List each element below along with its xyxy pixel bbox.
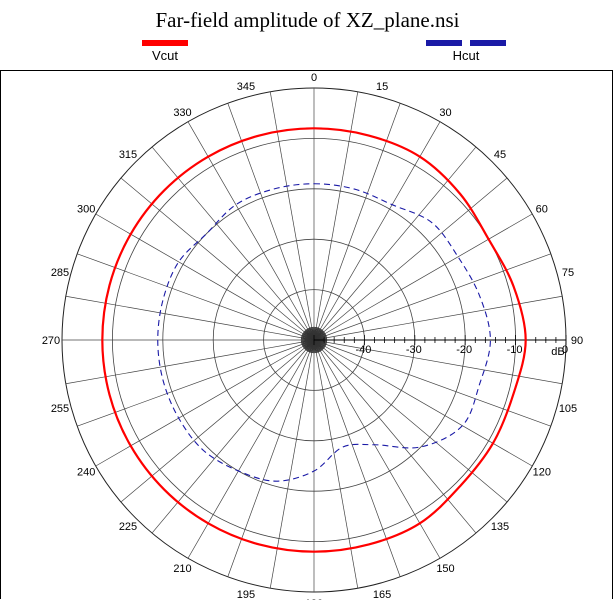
radial-spoke <box>313 177 508 341</box>
radial-spoke <box>313 339 551 427</box>
angle-label: 225 <box>119 521 137 533</box>
angle-label: 285 <box>51 267 69 279</box>
angle-label: 165 <box>373 589 391 600</box>
radial-spoke <box>313 121 441 341</box>
radial-spoke <box>313 339 477 534</box>
radial-spoke <box>313 339 401 577</box>
angle-label: 255 <box>51 403 69 415</box>
legend-label-hcut: Hcut <box>452 48 480 63</box>
radial-spoke <box>313 339 508 503</box>
legend-swatch-vcut <box>142 40 188 46</box>
angle-label: 315 <box>119 149 137 161</box>
angle-label: 120 <box>533 467 551 479</box>
radial-spoke <box>95 339 315 467</box>
radial-spoke <box>95 213 315 341</box>
radial-unit-label: dB <box>551 346 564 358</box>
legend-label-vcut: Vcut <box>151 48 178 63</box>
radial-spoke <box>269 339 315 589</box>
radial-spoke <box>187 121 315 341</box>
angle-label: 90 <box>571 335 583 347</box>
radial-spoke <box>65 339 315 385</box>
radial-spoke <box>313 91 359 341</box>
legend-item-vcut: Vcut <box>140 40 190 63</box>
angle-label: 0 <box>311 72 317 84</box>
angle-label: 135 <box>491 521 509 533</box>
radial-spoke <box>313 295 563 341</box>
radial-spoke <box>313 339 359 589</box>
radial-tick-label: -20 <box>456 344 472 356</box>
radial-spoke <box>227 339 315 577</box>
angle-label: 210 <box>173 563 191 575</box>
angle-label: 330 <box>173 107 191 119</box>
series-layer <box>101 127 527 553</box>
radial-tick-label: -30 <box>406 344 422 356</box>
series-line-hcut <box>157 183 491 482</box>
angle-label: 345 <box>237 81 255 93</box>
angle-label: 15 <box>376 81 388 93</box>
radial-spoke <box>313 339 441 559</box>
angle-label: 60 <box>536 204 548 216</box>
angle-label: 105 <box>559 403 577 415</box>
radial-spoke <box>227 103 315 341</box>
angle-label: 45 <box>494 149 506 161</box>
chart-title: Far-field amplitude of XZ_plane.nsi <box>155 8 460 32</box>
radial-spoke <box>151 339 315 534</box>
radial-spoke <box>120 177 315 341</box>
angle-label: 75 <box>562 267 574 279</box>
plot-frame <box>0 70 613 599</box>
radial-spoke <box>313 213 533 341</box>
radial-spoke <box>269 91 315 341</box>
angle-label: 150 <box>436 563 454 575</box>
radial-spoke <box>65 295 315 341</box>
angle-label: 270 <box>42 335 60 347</box>
radial-spoke <box>313 339 533 467</box>
radial-spoke <box>313 339 563 385</box>
radial-spoke <box>313 103 401 341</box>
radial-tick-label: -40 <box>355 344 371 356</box>
radial-axis: -40 -30 -20 -10 0dB <box>313 335 568 358</box>
angle-labels: 0 15 30 45 60 75 90 105 120 135 150 165 180 195 210 225… <box>42 72 583 600</box>
angle-label: 300 <box>77 204 95 216</box>
series-line-vcut <box>101 127 527 553</box>
radial-spoke <box>313 146 477 341</box>
radial-tick-label: 0 <box>562 344 568 356</box>
radial-spoke <box>120 339 315 503</box>
radial-spoke <box>151 146 315 341</box>
radial-spoke <box>77 339 315 427</box>
radial-spoke <box>313 253 551 341</box>
angle-label: 240 <box>77 467 95 479</box>
radial-spoke <box>187 339 315 559</box>
legend-swatch-hcut <box>426 40 506 46</box>
angle-label: 30 <box>439 107 451 119</box>
radial-tick-label: -10 <box>507 344 523 356</box>
radial-spoke <box>77 253 315 341</box>
angle-label: 195 <box>237 589 255 600</box>
legend-item-hcut: Hcut <box>424 40 508 63</box>
angle-label: 180 <box>305 598 323 600</box>
